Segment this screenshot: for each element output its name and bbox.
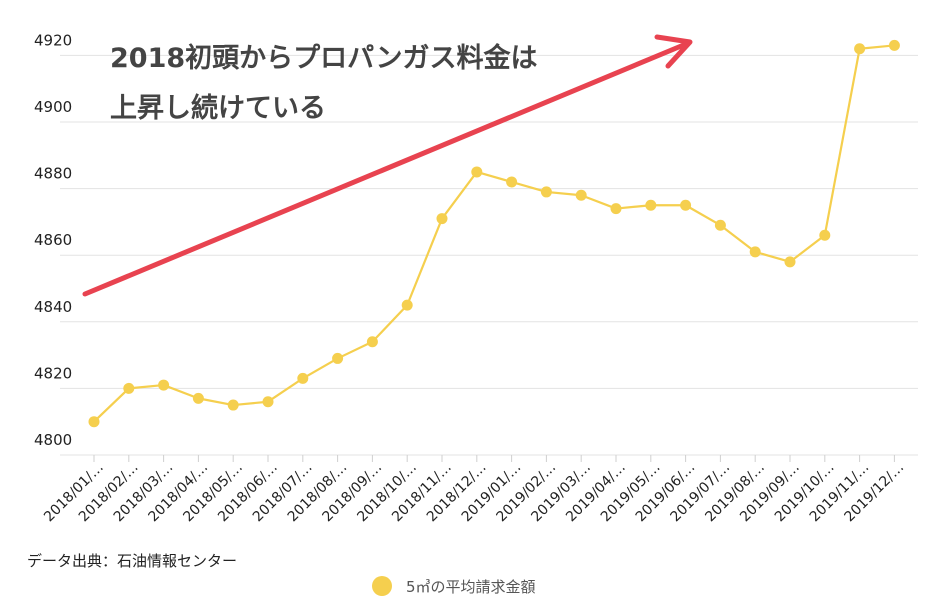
data-point: [506, 176, 518, 188]
data-point: [88, 416, 100, 428]
annotation-line-1: 2018初頭からプロパンガス料金は: [110, 43, 538, 74]
data-point: [192, 392, 204, 404]
data-point: [540, 186, 552, 198]
data-point: [819, 229, 831, 241]
x-axis-ticks: 2018/01/…2018/02/…2018/03/…2018/04/…2018…: [41, 455, 907, 525]
data-point: [645, 199, 657, 211]
data-point: [610, 203, 622, 215]
y-tick-label: 4820: [34, 364, 72, 382]
trend-arrow: [82, 34, 693, 297]
arrow-head: [654, 34, 693, 69]
series: [88, 39, 900, 428]
data-point: [262, 396, 274, 408]
annotation-line-2: 上昇し続けている: [110, 93, 326, 124]
data-point: [749, 246, 761, 258]
data-point: [680, 199, 692, 211]
legend-marker: [372, 576, 392, 596]
data-point: [123, 382, 135, 394]
data-point: [366, 336, 378, 348]
data-point: [471, 166, 483, 178]
arrow-shaft: [82, 41, 689, 297]
data-point: [575, 189, 587, 201]
legend-label: 5㎥の平均請求金額: [406, 577, 536, 596]
data-point: [888, 39, 900, 51]
data-point: [854, 43, 866, 55]
data-point: [332, 352, 344, 364]
legend[interactable]: 5㎥の平均請求金額: [372, 575, 536, 597]
data-point: [227, 399, 239, 411]
y-tick-label: 4840: [34, 298, 72, 316]
line-chart: 4800 4820 4840 4860 4880 4900 4920 2018/01/…20…: [34, 31, 918, 525]
data-point: [158, 379, 170, 391]
y-tick-label: 4800: [34, 431, 72, 449]
grid-lines: [60, 54, 918, 456]
annotation-text: 2018初頭からプロパンガス料金は 上昇し続けている: [110, 34, 630, 134]
y-axis-ticks: 4800 4820 4840 4860 4880 4900 4920: [34, 31, 72, 449]
data-point: [401, 299, 413, 311]
data-source: データ出典：石油情報センター: [27, 552, 238, 570]
data-point: [784, 256, 796, 268]
y-tick-label: 4920: [34, 31, 72, 49]
data-point: [297, 372, 309, 384]
y-tick-label: 4880: [34, 165, 72, 183]
data-point: [436, 213, 448, 225]
data-point: [714, 219, 726, 231]
series-line: [93, 44, 895, 423]
y-tick-label: 4860: [34, 231, 72, 249]
y-tick-label: 4900: [34, 98, 72, 116]
